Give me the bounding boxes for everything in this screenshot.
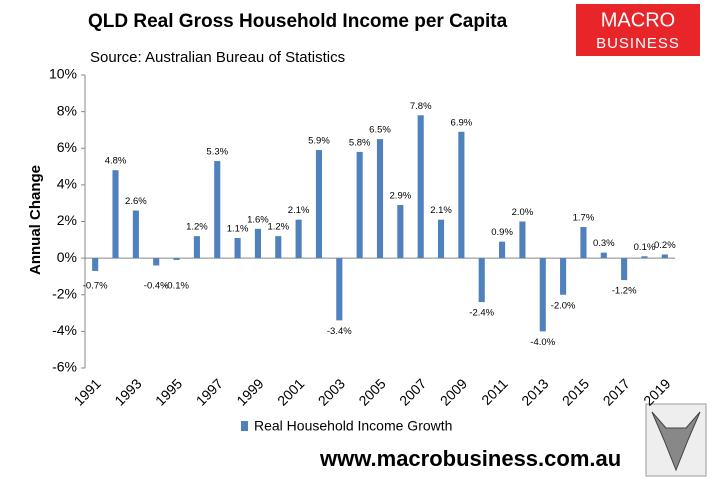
y-axis-label: Annual Change <box>27 165 44 275</box>
value-label: 0.1% <box>634 242 656 253</box>
x-tick-label: 1995 <box>152 375 185 408</box>
fox-icon <box>645 403 707 477</box>
bar <box>397 205 404 259</box>
bar <box>641 256 648 259</box>
value-label: -0.7% <box>83 281 108 292</box>
bar <box>417 115 424 259</box>
value-label: -3.4% <box>327 326 352 337</box>
x-tick-label: 2005 <box>355 375 388 408</box>
y-tick-label: -2% <box>52 285 77 301</box>
x-tick-label: 2015 <box>559 375 592 408</box>
value-label: -0.1% <box>164 281 189 292</box>
y-tick-label: 0% <box>57 249 77 265</box>
bar <box>214 161 221 259</box>
value-label: 5.3% <box>206 147 228 158</box>
value-label: 1.6% <box>247 214 269 225</box>
bar <box>580 226 587 259</box>
chart-subtitle: Source: Australian Bureau of Statistics <box>90 49 345 66</box>
value-label: 6.5% <box>369 125 391 136</box>
value-label: 1.7% <box>573 213 595 224</box>
bar <box>458 131 465 259</box>
bar <box>275 236 282 259</box>
value-label: 2.1% <box>430 205 452 216</box>
value-label: 5.9% <box>308 136 330 147</box>
website: www.macrobusiness.com.au <box>319 446 621 471</box>
y-tick-label: -6% <box>52 359 77 375</box>
bar <box>661 254 668 259</box>
x-tick-label: 1993 <box>111 375 144 408</box>
x-tick-label: 1991 <box>71 375 104 408</box>
bar <box>437 219 445 259</box>
x-tick-label: 1999 <box>233 375 266 408</box>
value-label: 0.9% <box>491 227 513 238</box>
y-tick-label: 10% <box>49 66 77 82</box>
value-label: 7.8% <box>410 101 432 112</box>
bar <box>356 151 363 259</box>
value-label: 1.1% <box>227 223 249 234</box>
y-tick-label: 6% <box>57 139 77 155</box>
x-tick-label: 2003 <box>315 375 348 408</box>
bar <box>478 258 485 303</box>
value-label: 0.2% <box>654 240 676 251</box>
value-label: 2.6% <box>125 196 147 207</box>
bar <box>621 258 628 281</box>
value-label: 5.8% <box>349 137 371 148</box>
bar <box>92 258 99 271</box>
bar <box>600 252 607 259</box>
y-tick-label: -4% <box>52 322 77 338</box>
bar <box>336 258 343 321</box>
x-tick-label: 2009 <box>437 375 470 408</box>
value-label: 1.2% <box>267 222 289 233</box>
logo-box <box>576 4 700 56</box>
value-label: 2.9% <box>390 191 412 202</box>
y-tick-label: 8% <box>57 102 77 118</box>
value-label: -2.0% <box>551 300 576 311</box>
bar <box>193 236 200 259</box>
value-label: 2.0% <box>512 207 534 218</box>
y-tick-label: 2% <box>57 212 77 228</box>
value-label: 4.8% <box>105 156 127 167</box>
bar <box>315 150 323 259</box>
legend-swatch <box>241 421 248 431</box>
value-label: 0.3% <box>593 238 615 249</box>
chart-title: QLD Real Gross Household Income per Capi… <box>88 11 508 32</box>
bar <box>254 228 261 259</box>
x-tick-label: 2007 <box>396 375 429 408</box>
value-label: -0.4% <box>144 281 169 292</box>
x-tick-label: 1997 <box>193 375 226 408</box>
bar <box>112 170 119 259</box>
value-label: 1.2% <box>186 222 208 233</box>
bar <box>295 219 302 259</box>
value-label: 2.1% <box>288 205 310 216</box>
bar <box>234 237 241 259</box>
bar <box>499 241 506 259</box>
x-tick-label: 2001 <box>274 375 307 408</box>
value-label: -4.0% <box>530 337 555 348</box>
logo-text: BUSINESS <box>596 35 680 52</box>
bar <box>539 258 546 332</box>
bar <box>132 210 139 259</box>
bar <box>153 258 160 266</box>
x-tick-label: 2011 <box>478 375 511 408</box>
x-tick-label: 2013 <box>518 375 551 408</box>
value-label: -1.2% <box>612 286 637 297</box>
y-tick-label: 4% <box>57 176 77 192</box>
legend-label: Real Household Income Growth <box>254 418 452 434</box>
x-tick-label: 2017 <box>600 375 633 408</box>
bar <box>560 258 567 295</box>
bar <box>173 258 180 260</box>
bar <box>376 139 384 259</box>
logo-text: MACRO <box>601 9 675 31</box>
value-label: -2.4% <box>469 308 494 319</box>
bar <box>519 221 526 259</box>
value-label: 6.9% <box>451 117 473 128</box>
